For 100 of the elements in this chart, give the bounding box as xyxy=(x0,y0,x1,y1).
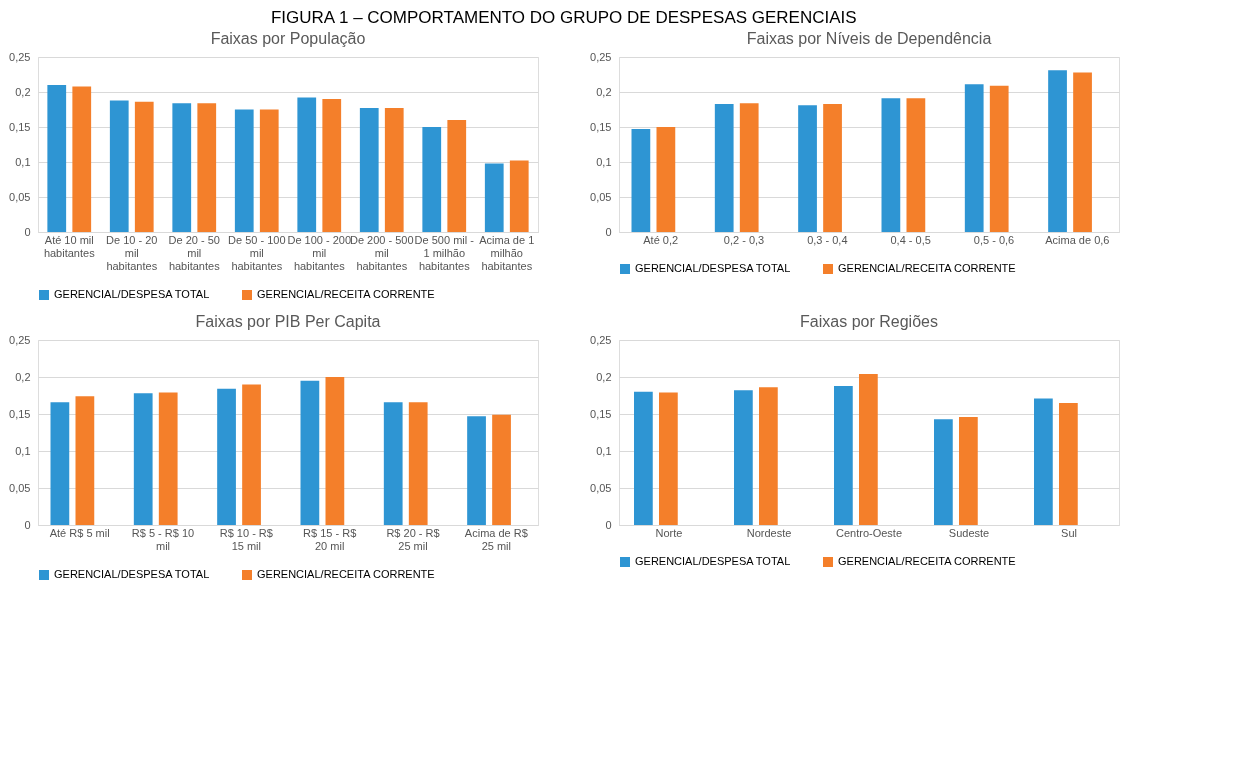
x-tick-label: R$ 15 - R$ 20 mil xyxy=(303,526,357,552)
legend-label: GERENCIAL/RECEITA CORRENTE xyxy=(257,568,435,580)
bar xyxy=(631,129,651,232)
chart-title: Faixas por População xyxy=(210,30,366,47)
bar xyxy=(422,127,442,232)
bar xyxy=(197,103,217,232)
bar xyxy=(1073,72,1092,232)
y-tick-label: 0,15 xyxy=(9,407,31,420)
bar xyxy=(447,120,467,232)
bar xyxy=(964,84,984,232)
y-tick-label: 0,05 xyxy=(9,481,31,494)
y-tick-label: 0,05 xyxy=(590,481,612,494)
y-tick-label: 0 xyxy=(605,225,612,238)
bar xyxy=(834,385,853,525)
x-tick-label: De 50 - 100 mil habitantes xyxy=(228,233,286,272)
bar xyxy=(906,98,926,232)
bar xyxy=(634,391,653,525)
y-tick-label: 0,05 xyxy=(9,190,31,203)
x-tick-label: Acima de 1 milhão habitantes xyxy=(479,233,535,272)
legend-label: GERENCIAL/RECEITA CORRENTE xyxy=(257,288,435,300)
bar xyxy=(359,108,379,232)
bar xyxy=(509,160,529,232)
y-tick-label: 0,1 xyxy=(15,444,31,457)
bar xyxy=(1048,70,1067,232)
y-tick-label: 0,25 xyxy=(590,333,612,346)
y-tick-label: 0,1 xyxy=(596,155,612,168)
bar xyxy=(50,402,70,525)
chart-title: Faixas por Níveis de Dependência xyxy=(746,30,992,47)
y-tick-label: 0,2 xyxy=(596,85,612,98)
bar xyxy=(217,388,236,525)
bar xyxy=(297,97,317,232)
y-tick-label: 0,15 xyxy=(590,120,612,133)
y-tick-label: 0,15 xyxy=(590,407,612,420)
y-tick-label: 0,15 xyxy=(9,120,31,133)
x-tick-label: 0,2 - 0,3 xyxy=(723,233,765,246)
y-tick-label: 0,25 xyxy=(9,333,31,346)
bar xyxy=(242,384,261,525)
x-tick-label: De 100 - 200 mil habitantes xyxy=(287,233,352,272)
bar xyxy=(823,103,842,232)
bar xyxy=(322,99,342,232)
x-tick-label: 0,4 - 0,5 xyxy=(890,233,931,246)
y-tick-label: 0,2 xyxy=(15,85,31,98)
chart-title: Faixas por Regiões xyxy=(800,313,938,330)
bar xyxy=(134,101,154,232)
bar xyxy=(714,103,734,232)
x-tick-label: Até 10 mil habitantes xyxy=(43,233,96,259)
y-tick-label: 0,2 xyxy=(15,370,31,383)
y-tick-label: 0,25 xyxy=(590,50,612,63)
x-tick-label: 0,3 - 0,4 xyxy=(807,233,848,246)
bar xyxy=(881,98,901,232)
y-tick-label: 0,05 xyxy=(590,190,612,203)
x-tick-label: Norte xyxy=(655,526,683,539)
x-tick-label: R$ 20 - R$ 25 mil xyxy=(386,526,440,552)
legend-label: GERENCIAL/DESPESA TOTAL xyxy=(635,555,791,567)
y-tick-label: 0,1 xyxy=(15,155,31,168)
x-tick-label: Acima de 0,6 xyxy=(1045,233,1110,246)
x-tick-label: De 20 - 50 mil habitantes xyxy=(168,233,221,272)
x-tick-label: Sul xyxy=(1061,526,1077,539)
x-tick-label: Sudeste xyxy=(948,526,990,539)
bar xyxy=(300,380,320,525)
bar xyxy=(133,393,153,525)
bar xyxy=(656,127,676,232)
bar xyxy=(739,103,759,232)
y-tick-label: 0,1 xyxy=(596,444,612,457)
bar xyxy=(408,402,428,525)
y-tick-label: 0 xyxy=(24,225,31,238)
y-tick-label: 0,2 xyxy=(596,370,612,383)
bar xyxy=(989,85,1009,232)
bar xyxy=(659,392,678,525)
chart-title: Faixas por PIB Per Capita xyxy=(195,313,381,330)
x-tick-label: De 10 - 20 mil habitantes xyxy=(106,233,158,272)
bar xyxy=(959,416,978,525)
x-tick-label: R$ 10 - R$ 15 mil xyxy=(219,526,273,552)
bar xyxy=(934,419,953,525)
bar xyxy=(384,108,404,232)
legend-label: GERENCIAL/RECEITA CORRENTE xyxy=(838,262,1016,274)
legend-label: GERENCIAL/DESPESA TOTAL xyxy=(54,568,210,580)
bar xyxy=(172,103,192,232)
bar xyxy=(234,109,254,232)
bar xyxy=(759,387,778,525)
bar xyxy=(325,377,345,525)
x-tick-label: 0,5 - 0,6 xyxy=(973,233,1015,246)
bar xyxy=(383,402,403,525)
legend-label: GERENCIAL/DESPESA TOTAL xyxy=(635,262,791,274)
bar xyxy=(484,163,504,232)
legend-label: GERENCIAL/DESPESA TOTAL xyxy=(54,288,210,300)
bar xyxy=(467,416,486,525)
bar xyxy=(734,390,753,525)
x-tick-label: Centro-Oeste xyxy=(835,526,903,539)
bar xyxy=(158,392,178,525)
x-tick-label: Até 0,2 xyxy=(643,233,679,246)
bar xyxy=(1034,398,1053,525)
bar xyxy=(798,105,817,232)
text: FIGURA 1 – COMPORTAMENTO DO GRUPO DE DESPESAS GERENCIAIS xyxy=(270,7,857,27)
bar xyxy=(47,85,67,232)
bar xyxy=(109,100,129,232)
x-tick-label: R$ 5 - R$ 10 mil xyxy=(131,526,195,552)
y-tick-label: 0,25 xyxy=(9,50,31,63)
bar xyxy=(75,396,95,525)
x-tick-label: Acima de R$ 25 mil xyxy=(464,526,528,552)
